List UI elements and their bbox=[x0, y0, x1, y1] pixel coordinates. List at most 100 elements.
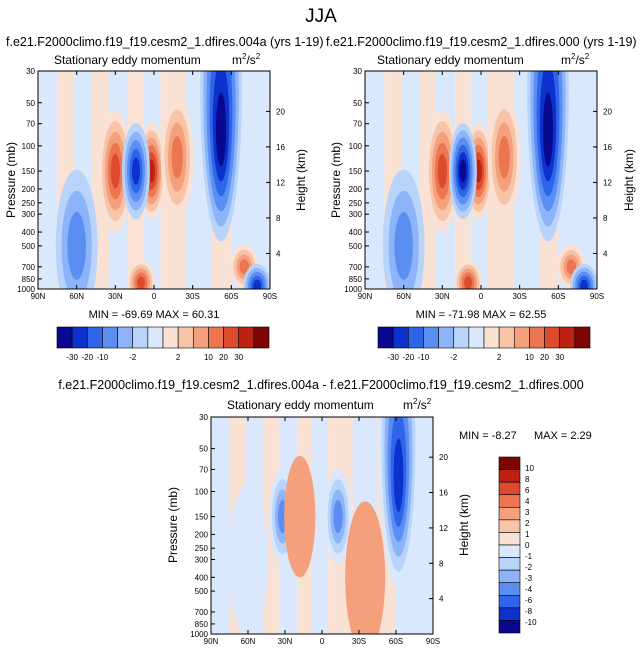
colorbar-box bbox=[498, 544, 521, 558]
x-tick-label: 30S bbox=[186, 292, 200, 301]
panel-right-stats: MIN = -71.98 MAX = 62.55 bbox=[416, 309, 547, 321]
colorbar-label: 20 bbox=[219, 353, 228, 362]
colorbar-box bbox=[498, 481, 521, 496]
y-tick-label: 30 bbox=[199, 413, 208, 422]
panel-diff-ylabel-right: Height (km) bbox=[457, 494, 471, 556]
colorbar-box bbox=[483, 326, 500, 349]
x-tick-label: 30S bbox=[352, 637, 366, 646]
colorbar-box bbox=[56, 326, 73, 349]
colorbar-label: 8 bbox=[525, 475, 530, 484]
panel-right-ylabel: Pressure (mb) bbox=[329, 142, 343, 218]
field-contour bbox=[394, 211, 413, 280]
colorbar-label: -30 bbox=[387, 353, 399, 362]
x-tick-label: 30N bbox=[435, 292, 450, 301]
x-tick-label: 90N bbox=[31, 292, 46, 301]
colorbar-box bbox=[102, 326, 118, 349]
panel-diff-units: m2/s2 bbox=[403, 397, 432, 412]
colorbar-label: -1 bbox=[525, 552, 533, 561]
x-tick-label: 90N bbox=[204, 637, 219, 646]
colorbar-box bbox=[544, 326, 561, 349]
x-tick-label: 60S bbox=[224, 292, 238, 301]
colorbar-box bbox=[377, 326, 394, 349]
y-tick-label: 1000 bbox=[190, 630, 208, 639]
colorbar-label: -2 bbox=[450, 353, 458, 362]
panel-right-subtitle: Stationary eddy momentum bbox=[377, 53, 524, 67]
y-tick-label: 400 bbox=[22, 228, 36, 237]
colorbar-box bbox=[192, 326, 209, 349]
colorbar-label: 4 bbox=[525, 497, 530, 506]
y-right-tick-label: 4 bbox=[439, 595, 444, 604]
y-right-tick-label: 16 bbox=[603, 143, 612, 152]
y-tick-label: 50 bbox=[26, 99, 35, 108]
colorbar-box bbox=[71, 326, 88, 349]
colorbar-box bbox=[223, 326, 240, 349]
x-tick-label: 90S bbox=[263, 292, 277, 301]
colorbar-label: 2 bbox=[176, 353, 181, 362]
y-tick-label: 850 bbox=[349, 275, 363, 284]
field-contour bbox=[393, 438, 404, 512]
colorbar-label: -6 bbox=[525, 596, 533, 605]
field-contour bbox=[566, 259, 577, 275]
y-right-tick-label: 12 bbox=[276, 178, 285, 187]
y-tick-label: 150 bbox=[22, 167, 36, 176]
y-right-tick-label: 16 bbox=[439, 489, 448, 498]
colorbar-label: 20 bbox=[540, 353, 549, 362]
colorbar-box bbox=[407, 326, 424, 349]
colorbar-box bbox=[498, 326, 515, 349]
colorbar-label: -10 bbox=[418, 353, 430, 362]
y-tick-label: 250 bbox=[22, 199, 36, 208]
colorbar-box bbox=[559, 326, 576, 349]
colorbar-box bbox=[498, 519, 521, 533]
y-tick-label: 400 bbox=[195, 573, 209, 582]
colorbar-box bbox=[177, 326, 194, 349]
y-tick-label: 500 bbox=[349, 242, 363, 251]
colorbar-box bbox=[438, 326, 455, 349]
panel-diff-axes: 90N 60N 30N 0 30S 60S 90S 30 50 70 100 150 200 250 300… bbox=[190, 413, 448, 646]
colorbar-label: 10 bbox=[525, 464, 534, 473]
x-tick-label: 0 bbox=[479, 292, 484, 301]
panel-diff-stats-max: MAX = 2.29 bbox=[534, 430, 592, 442]
y-tick-label: 300 bbox=[349, 210, 363, 219]
x-tick-label: 90S bbox=[590, 292, 604, 301]
panel-right-units: m2/s2 bbox=[561, 52, 590, 67]
y-tick-label: 150 bbox=[349, 167, 363, 176]
panel-left-ylabel-right: Height (km) bbox=[294, 149, 308, 211]
y-tick-label: 70 bbox=[199, 465, 208, 474]
y-tick-label: 850 bbox=[195, 620, 209, 629]
y-tick-label: 70 bbox=[26, 120, 35, 129]
y-tick-label: 400 bbox=[349, 228, 363, 237]
colorbar-box bbox=[86, 326, 103, 349]
y-tick-label: 30 bbox=[26, 67, 35, 76]
x-tick-label: 60S bbox=[551, 292, 565, 301]
field-contour bbox=[239, 259, 250, 275]
colorbar-label: 0 bbox=[525, 541, 530, 550]
panel-diff-subtitle: Stationary eddy momentum bbox=[227, 398, 374, 412]
y-right-tick-label: 16 bbox=[276, 143, 285, 152]
panel-left-field bbox=[38, 71, 270, 289]
field-contour bbox=[333, 499, 343, 534]
panel-left-subtitle: Stationary eddy momentum bbox=[54, 53, 201, 67]
panel-left-title: f.e21.F2000climo.f19_f19.cesm2_1.dfires.… bbox=[6, 35, 324, 49]
colorbar-box bbox=[498, 456, 521, 470]
svg-text:m2/s2: m2/s2 bbox=[232, 52, 261, 67]
field-contour bbox=[345, 501, 386, 634]
colorbar-label: 30 bbox=[555, 353, 564, 362]
field-contour bbox=[137, 276, 146, 289]
y-right-tick-label: 20 bbox=[603, 107, 612, 116]
y-right-tick-label: 8 bbox=[439, 559, 444, 568]
y-right-tick-label: 4 bbox=[276, 249, 281, 258]
y-tick-label: 700 bbox=[22, 263, 36, 272]
field-band bbox=[365, 71, 385, 289]
colorbar-box bbox=[147, 326, 164, 349]
panel-diff-field bbox=[211, 417, 433, 634]
colorbar-box bbox=[498, 506, 521, 521]
field-contour bbox=[131, 157, 140, 185]
x-tick-label: 0 bbox=[152, 292, 157, 301]
panel-left-stats: MIN = -69.69 MAX = 60.31 bbox=[89, 309, 220, 321]
field-band bbox=[38, 71, 58, 289]
colorbar-label: -8 bbox=[525, 607, 533, 616]
colorbar-box bbox=[498, 569, 521, 584]
colorbar-label: 30 bbox=[234, 353, 243, 362]
